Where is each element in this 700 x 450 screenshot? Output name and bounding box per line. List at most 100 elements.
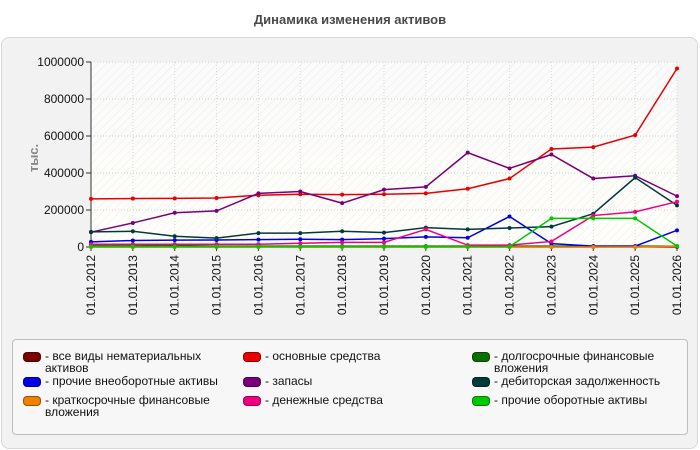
- x-tick-label: 01.01.2015: [210, 255, 224, 315]
- series-point-3: [382, 236, 386, 241]
- legend-label: - основные средства: [265, 349, 381, 363]
- series-point-5: [214, 236, 219, 241]
- x-tick-label: 01.01.2014: [168, 255, 182, 315]
- series-point-1: [172, 196, 177, 201]
- legend-swatch: [23, 352, 41, 362]
- series-point-8: [633, 216, 638, 221]
- series-point-8: [172, 244, 177, 249]
- series-point-1: [549, 146, 554, 151]
- series-point-8: [130, 244, 135, 249]
- legend-item: - долгосрочные финансовые вложения: [472, 350, 677, 374]
- y-tick-label: 400000: [44, 166, 84, 180]
- legend-label: - все виды нематериальных активов: [45, 349, 205, 375]
- series-point-5: [675, 203, 679, 208]
- series-point-8: [465, 244, 470, 249]
- series-point-8: [675, 244, 679, 249]
- series-point-1: [298, 192, 303, 197]
- series-point-5: [382, 230, 386, 235]
- series-point-5: [633, 175, 638, 180]
- series-point-5: [256, 231, 261, 236]
- series-point-5: [130, 229, 135, 234]
- legend-swatch: [243, 352, 261, 362]
- series-point-4: [298, 189, 303, 194]
- series-point-4: [591, 176, 596, 181]
- legend-item: - запасы: [243, 375, 312, 387]
- series-point-1: [340, 192, 345, 197]
- series-point-1: [130, 196, 135, 201]
- series-point-4: [507, 166, 512, 171]
- series-point-4: [549, 152, 554, 157]
- series-point-5: [465, 227, 470, 232]
- series-point-8: [214, 244, 219, 249]
- chart-legend: - все виды нематериальных активов - прочи…: [12, 339, 688, 435]
- legend-item: - основные средства: [243, 350, 380, 362]
- series-point-3: [130, 238, 135, 243]
- x-tick-label: 01.01.2017: [293, 255, 307, 315]
- series-point-8: [423, 244, 428, 249]
- series-point-4: [172, 210, 177, 215]
- series-point-3: [507, 214, 512, 219]
- y-axis-label: тыс.: [26, 144, 41, 172]
- legend-item: - прочие оборотные активы: [472, 394, 647, 406]
- series-point-1: [675, 66, 679, 71]
- series-point-4: [675, 194, 679, 199]
- series-point-3: [340, 237, 345, 242]
- series-point-4: [340, 201, 345, 206]
- series-point-6: [591, 245, 596, 249]
- legend-swatch: [23, 396, 41, 406]
- x-tick-label: 01.01.2026: [670, 255, 684, 315]
- x-tick-label: 01.01.2022: [503, 255, 517, 315]
- legend-label: - прочие оборотные активы: [494, 393, 648, 407]
- series-point-8: [382, 244, 386, 249]
- legend-item: - денежные средства: [243, 394, 383, 406]
- series-point-3: [465, 235, 470, 240]
- chart-title: Динамика изменения активов: [253, 12, 447, 27]
- legend-swatch: [243, 377, 261, 387]
- series-point-4: [214, 208, 219, 213]
- series-point-4: [382, 187, 386, 192]
- series-point-1: [633, 133, 638, 138]
- series-point-6: [549, 245, 554, 249]
- legend-swatch: [243, 396, 261, 406]
- series-point-5: [298, 231, 303, 236]
- x-tick-label: 01.01.2019: [377, 255, 391, 315]
- series-point-8: [591, 216, 596, 221]
- series-point-4: [423, 184, 428, 189]
- legend-swatch: [472, 396, 490, 406]
- x-tick-label: 01.01.2025: [628, 255, 642, 315]
- legend-label: - запасы: [265, 374, 313, 388]
- x-tick-label: 01.01.2016: [251, 255, 265, 315]
- legend-item: - все виды нематериальных активов: [23, 350, 223, 374]
- legend-label: - денежные средства: [265, 393, 383, 407]
- legend-item: - краткосрочные финансовые вложения: [23, 394, 223, 418]
- series-point-8: [507, 244, 512, 249]
- legend-swatch: [472, 352, 490, 362]
- legend-label: - краткосрочные финансовые вложения: [45, 393, 214, 419]
- legend-label: - прочие внеоборотные активы: [45, 374, 218, 388]
- series-point-1: [382, 192, 386, 197]
- series-point-7: [633, 209, 638, 214]
- series-point-8: [89, 244, 93, 249]
- x-tick-label: 01.01.2023: [544, 255, 558, 315]
- series-point-3: [298, 237, 303, 242]
- series-point-7: [423, 227, 428, 232]
- series-point-1: [214, 195, 219, 200]
- legend-swatch: [472, 377, 490, 387]
- series-point-4: [465, 150, 470, 155]
- series-point-5: [549, 224, 554, 229]
- series-point-7: [591, 213, 596, 218]
- series-point-3: [675, 228, 679, 233]
- legend-swatch: [23, 377, 41, 387]
- series-point-7: [382, 240, 386, 245]
- series-point-7: [675, 199, 679, 204]
- y-tick-label: 200000: [44, 203, 84, 217]
- x-tick-label: 01.01.2012: [84, 255, 98, 315]
- x-tick-label: 01.01.2013: [126, 255, 140, 315]
- legend-item: - прочие внеоборотные активы: [23, 375, 218, 387]
- x-tick-label: 01.01.2021: [461, 255, 475, 315]
- series-point-5: [507, 225, 512, 230]
- series-point-3: [423, 234, 428, 239]
- series-point-8: [549, 216, 554, 221]
- series-point-5: [172, 234, 177, 239]
- series-point-7: [340, 240, 345, 245]
